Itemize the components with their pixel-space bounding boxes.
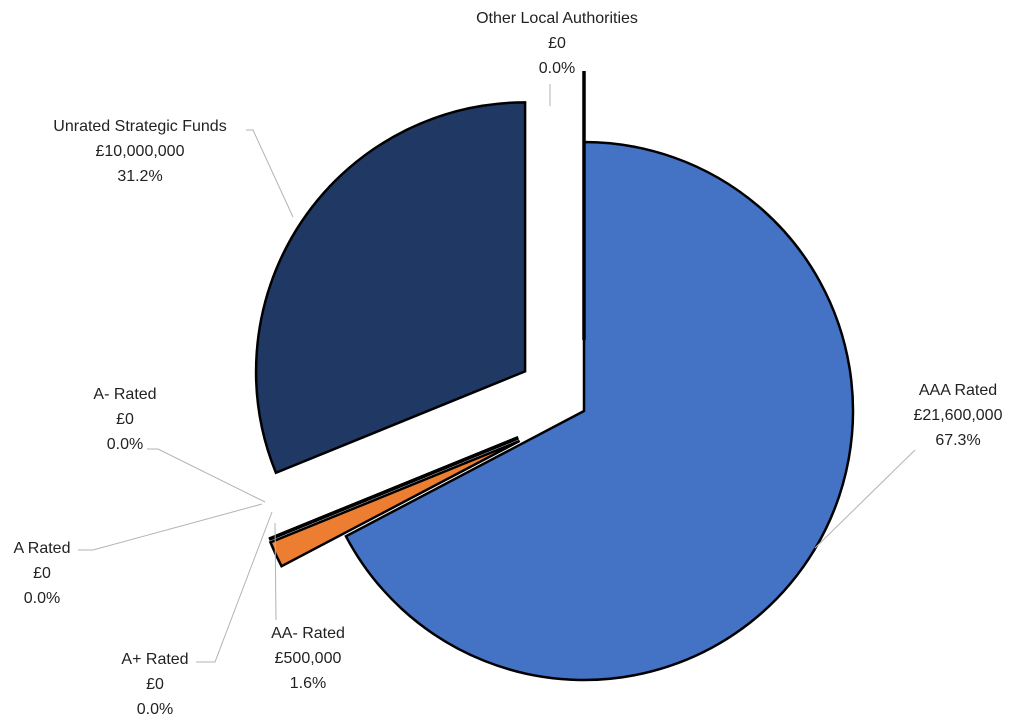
data-labels: AAA Rated £21,600,000 67.3% AA- Rated £500,0… <box>14 10 1003 718</box>
data-label-a-rated: A- Rated £0 0.0% <box>93 386 156 453</box>
label-amount-other-local-authorities: £0 <box>548 35 566 52</box>
data-label-other-local-authorities: Other Local Authorities £0 0.0% <box>476 10 638 77</box>
label-amount-aa-rated: £500,000 <box>275 650 342 667</box>
label-percent-unrated-strategic-funds: 31.2% <box>117 168 162 185</box>
leader-lines <box>78 84 916 663</box>
leader-line-aaa-rated <box>814 449 916 549</box>
leader-line-unrated-strategic-funds <box>246 129 294 218</box>
label-amount-a-rated: £0 <box>146 676 164 693</box>
label-percent-a-rated: 0.0% <box>107 436 143 453</box>
data-label-a-rated: A Rated £0 0.0% <box>14 540 71 607</box>
label-name-aaa-rated: AAA Rated <box>919 382 997 399</box>
label-percent-a-rated: 0.0% <box>137 701 173 718</box>
pie-slices <box>254 71 855 682</box>
label-amount-aaa-rated: £21,600,000 <box>914 407 1003 424</box>
label-name-a-rated: A Rated <box>14 540 71 557</box>
label-percent-a-rated: 0.0% <box>24 590 60 607</box>
label-name-other-local-authorities: Other Local Authorities <box>476 10 638 27</box>
leader-line-a-rated <box>196 511 273 663</box>
slice-unrated-strategic-funds <box>254 101 527 475</box>
label-name-a-rated: A- Rated <box>93 386 156 403</box>
label-percent-aa-rated: 1.6% <box>290 675 326 692</box>
data-label-aaa-rated: AAA Rated £21,600,000 67.3% <box>914 382 1003 449</box>
leader-line-a-rated <box>147 448 266 503</box>
label-percent-other-local-authorities: 0.0% <box>539 60 575 77</box>
label-name-aa-rated: AA- Rated <box>271 625 345 642</box>
slice-a-rated <box>268 436 519 541</box>
label-amount-unrated-strategic-funds: £10,000,000 <box>96 143 185 160</box>
data-label-a-rated: A+ Rated £0 0.0% <box>121 651 188 718</box>
data-label-unrated-strategic-funds: Unrated Strategic Funds £10,000,000 31.2% <box>53 118 226 185</box>
slice-aaa-rated <box>344 140 855 682</box>
label-amount-a-rated: £0 <box>33 565 51 582</box>
label-amount-a-rated: £0 <box>116 411 134 428</box>
label-name-a-rated: A+ Rated <box>121 651 188 668</box>
leader-line-a-rated <box>78 503 263 551</box>
label-percent-aaa-rated: 67.3% <box>935 432 980 449</box>
leader-line-aa-rated <box>274 522 277 621</box>
data-label-aa-rated: AA- Rated £500,000 1.6% <box>271 625 345 692</box>
label-name-unrated-strategic-funds: Unrated Strategic Funds <box>53 118 226 135</box>
